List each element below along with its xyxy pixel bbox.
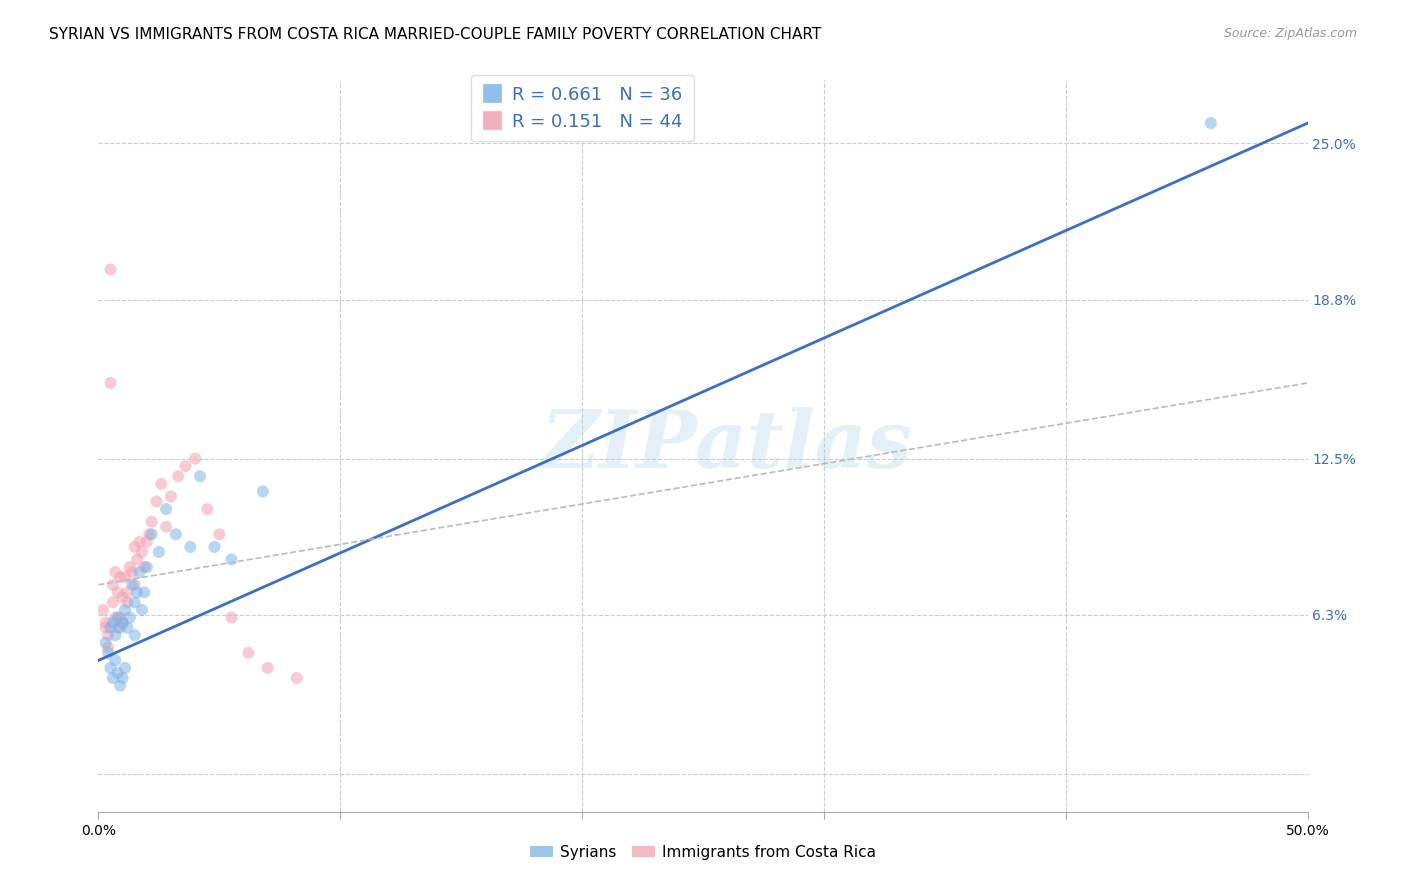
Point	[101, 595, 124, 609]
Point	[111, 615, 134, 630]
Point	[114, 603, 136, 617]
Point	[238, 646, 260, 660]
Point	[107, 610, 129, 624]
Point	[1199, 116, 1222, 130]
Point	[135, 534, 157, 549]
Point	[104, 653, 127, 667]
Point	[138, 527, 160, 541]
Text: ZIPatlas: ZIPatlas	[541, 408, 914, 484]
Point	[134, 560, 156, 574]
Point	[108, 679, 131, 693]
Point	[188, 469, 211, 483]
Point	[100, 262, 122, 277]
Point	[221, 610, 243, 624]
Point	[141, 515, 163, 529]
Point	[118, 560, 141, 574]
Point	[117, 585, 139, 599]
Point	[108, 570, 131, 584]
Point	[108, 610, 131, 624]
Point	[256, 661, 278, 675]
Point	[97, 640, 120, 655]
Point	[100, 376, 122, 390]
Point	[174, 459, 197, 474]
Point	[124, 540, 146, 554]
Point	[124, 578, 146, 592]
Point	[131, 603, 153, 617]
Point	[94, 621, 117, 635]
Point	[107, 585, 129, 599]
Point	[111, 671, 134, 685]
Point	[221, 552, 243, 566]
Point	[124, 595, 146, 609]
Point	[114, 661, 136, 675]
Point	[150, 476, 173, 491]
Point	[127, 585, 149, 599]
Point	[114, 570, 136, 584]
Point	[128, 534, 150, 549]
Point	[104, 628, 127, 642]
Point	[111, 615, 134, 630]
Point	[128, 565, 150, 579]
Point	[155, 502, 177, 516]
Point	[101, 671, 124, 685]
Point	[100, 661, 122, 675]
Point	[101, 578, 124, 592]
Point	[94, 615, 117, 630]
Point	[117, 595, 139, 609]
Point	[104, 610, 127, 624]
Point	[127, 552, 149, 566]
Point	[101, 615, 124, 630]
Point	[97, 646, 120, 660]
Point	[107, 621, 129, 635]
Point	[91, 603, 114, 617]
Point	[111, 591, 134, 605]
Point	[184, 451, 207, 466]
Point	[104, 565, 127, 579]
Point	[167, 469, 190, 483]
Point	[107, 665, 129, 680]
Legend: Syrians, Immigrants from Costa Rica: Syrians, Immigrants from Costa Rica	[523, 839, 883, 866]
Point	[135, 560, 157, 574]
Point	[285, 671, 308, 685]
Point	[121, 578, 143, 592]
Point	[195, 502, 218, 516]
Point	[155, 519, 177, 533]
Point	[145, 494, 167, 508]
Point	[160, 490, 183, 504]
Point	[204, 540, 226, 554]
Point	[108, 621, 131, 635]
Point	[148, 545, 170, 559]
Text: SYRIAN VS IMMIGRANTS FROM COSTA RICA MARRIED-COUPLE FAMILY POVERTY CORRELATION C: SYRIAN VS IMMIGRANTS FROM COSTA RICA MAR…	[49, 27, 821, 42]
Point	[208, 527, 231, 541]
Point	[252, 484, 274, 499]
Point	[124, 628, 146, 642]
Point	[134, 585, 156, 599]
Point	[179, 540, 201, 554]
Point	[100, 621, 122, 635]
Text: Source: ZipAtlas.com: Source: ZipAtlas.com	[1223, 27, 1357, 40]
Point	[118, 610, 141, 624]
Point	[94, 636, 117, 650]
Point	[117, 621, 139, 635]
Point	[141, 527, 163, 541]
Point	[131, 545, 153, 559]
Point	[165, 527, 187, 541]
Point	[97, 628, 120, 642]
Point	[121, 565, 143, 579]
